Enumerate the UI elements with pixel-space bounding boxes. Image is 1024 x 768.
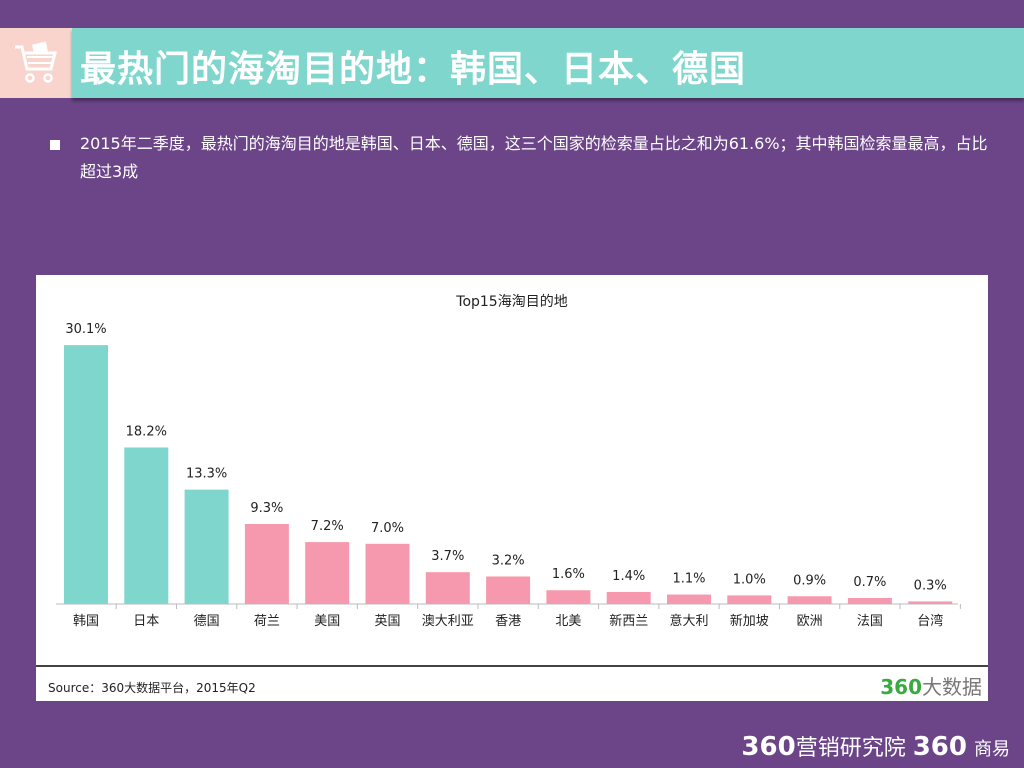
data-label: 30.1% <box>65 322 106 337</box>
category-label: 新西兰 <box>609 613 648 629</box>
category-label: 香港 <box>495 614 521 629</box>
category-label: 北美 <box>555 614 581 629</box>
summary-text: 2015年二季度，最热门的海淘目的地是韩国、日本、德国，这三个国家的检索量占比之… <box>80 134 988 181</box>
data-label: 7.2% <box>311 519 344 534</box>
footer-num-1: 360 <box>741 732 796 762</box>
data-label: 0.9% <box>793 573 826 588</box>
data-label: 13.3% <box>186 467 227 482</box>
footer-num-2: 360 <box>912 732 967 762</box>
bar <box>365 543 410 604</box>
data-label: 18.2% <box>126 424 167 439</box>
footer-text-1: 营销研究院 <box>795 736 906 761</box>
data-label: 0.3% <box>914 578 947 593</box>
bullet-marker <box>50 140 60 150</box>
shopping-cart-icon <box>0 28 72 98</box>
bar <box>64 345 108 604</box>
category-label: 法国 <box>857 614 883 629</box>
bar <box>184 489 229 604</box>
data-label: 1.4% <box>612 569 645 584</box>
bar <box>425 572 470 604</box>
bar <box>305 542 350 604</box>
category-label: 新加坡 <box>730 613 769 629</box>
source-note: Source：360大数据平台，2015年Q2 <box>48 681 256 695</box>
separator-line <box>36 665 988 667</box>
chart-panel: Top15海淘目的地 30.1% 韩国 18.2% 日本 13.3% 德国 9.3% 荷兰 7.… <box>36 275 988 701</box>
data-label: 0.7% <box>853 575 886 590</box>
bar <box>727 595 772 604</box>
bar <box>908 601 953 604</box>
bar <box>486 576 531 604</box>
360-bigdata-logo: 360大数据 <box>880 675 982 699</box>
category-label: 日本 <box>133 614 159 629</box>
bar-chart: 30.1% 韩国 18.2% 日本 13.3% 德国 9.3% 荷兰 7.2% 美国 7.0% 英国 3… <box>56 322 961 629</box>
data-label: 1.0% <box>733 572 766 587</box>
category-label: 意大利 <box>669 613 708 629</box>
data-label: 1.1% <box>672 572 705 587</box>
bar <box>847 597 892 604</box>
bar <box>244 524 289 604</box>
bar <box>667 594 711 604</box>
chart-title: Top15海淘目的地 <box>456 294 568 310</box>
page-title: 最热门的海淘目的地：韩国、日本、德国 <box>80 49 747 90</box>
bar <box>124 447 169 604</box>
data-label: 3.2% <box>492 553 525 568</box>
footer-logos: 360营销研究院 360 商易 <box>741 730 1010 762</box>
category-label: 荷兰 <box>254 614 280 629</box>
bar <box>787 596 832 604</box>
footer-text-2: 商易 <box>974 739 1010 760</box>
bar <box>546 590 591 604</box>
category-label: 欧洲 <box>797 614 823 629</box>
category-label: 韩国 <box>73 614 99 629</box>
data-label: 7.0% <box>371 521 404 536</box>
category-label: 美国 <box>314 614 340 629</box>
category-label: 英国 <box>374 614 400 629</box>
data-label: 3.7% <box>431 549 464 564</box>
header-bar: 最热门的海淘目的地：韩国、日本、德国 <box>72 28 1024 98</box>
category-label: 澳大利亚 <box>422 613 474 629</box>
category-label: 德国 <box>194 614 220 629</box>
data-label: 9.3% <box>250 501 283 516</box>
bar <box>606 591 651 604</box>
category-label: 台湾 <box>917 613 943 629</box>
data-label: 1.6% <box>552 567 585 582</box>
